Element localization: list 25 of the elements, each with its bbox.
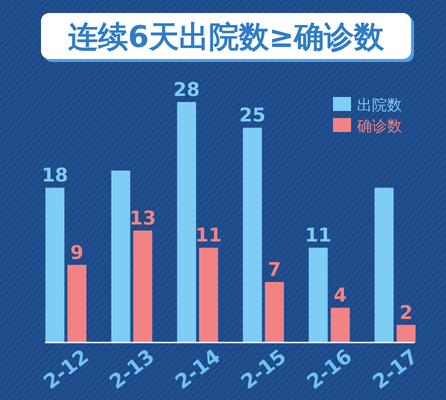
data-label: 11 bbox=[305, 224, 332, 247]
bar bbox=[199, 248, 218, 342]
bar bbox=[242, 128, 262, 342]
chart-title: 连续6天出院数≥确诊数 bbox=[68, 20, 386, 55]
data-label: 25 bbox=[239, 104, 266, 127]
data-label: 2 bbox=[399, 302, 413, 324]
bar bbox=[177, 102, 196, 342]
data-label: 4 bbox=[334, 284, 347, 307]
data-label: 7 bbox=[268, 259, 282, 281]
data-label: 28 bbox=[173, 79, 200, 101]
bar bbox=[67, 264, 86, 342]
legend-label: 出院数 bbox=[357, 96, 402, 114]
legend-label: 确诊数 bbox=[356, 117, 402, 135]
bar bbox=[133, 230, 152, 342]
data-label: 9 bbox=[70, 242, 84, 264]
bar bbox=[264, 282, 284, 342]
bar bbox=[111, 170, 130, 342]
bar bbox=[374, 188, 394, 342]
bar bbox=[308, 248, 328, 342]
bar bbox=[45, 188, 64, 342]
bar bbox=[330, 308, 350, 342]
data-label: 11 bbox=[195, 224, 222, 247]
data-label: 13 bbox=[130, 208, 156, 230]
bar bbox=[396, 324, 416, 342]
data-label: 18 bbox=[42, 164, 68, 187]
